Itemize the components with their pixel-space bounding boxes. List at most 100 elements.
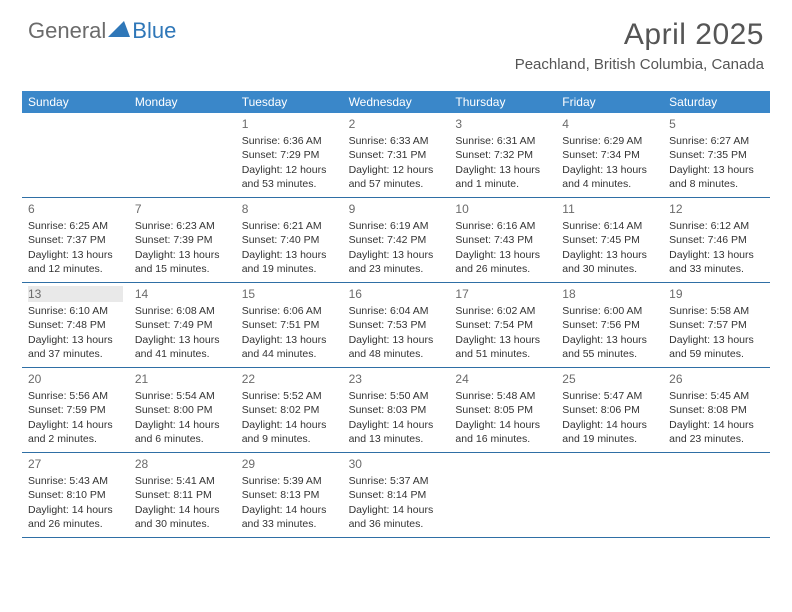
daylight-text: Daylight: 14 hours and 26 minutes. — [28, 503, 123, 531]
daylight-text: Daylight: 13 hours and 48 minutes. — [349, 333, 444, 361]
day-number: 11 — [562, 201, 657, 217]
day-cell: 15Sunrise: 6:06 AMSunset: 7:51 PMDayligh… — [236, 283, 343, 367]
sunset-text: Sunset: 8:10 PM — [28, 488, 123, 502]
daylight-text: Daylight: 13 hours and 44 minutes. — [242, 333, 337, 361]
day-cell — [556, 453, 663, 537]
logo-text-general: General — [28, 18, 106, 44]
day-number: 27 — [28, 456, 123, 472]
daylight-text: Daylight: 14 hours and 23 minutes. — [669, 418, 764, 446]
daylight-text: Daylight: 14 hours and 36 minutes. — [349, 503, 444, 531]
sunset-text: Sunset: 7:34 PM — [562, 148, 657, 162]
day-cell: 1 Sunrise: 6:36 AMSunset: 7:29 PMDaylight… — [236, 113, 343, 197]
day-number: 29 — [242, 456, 337, 472]
sunset-text: Sunset: 8:11 PM — [135, 488, 230, 502]
daylight-text: Daylight: 12 hours and 53 minutes. — [242, 163, 337, 191]
daylight-text: Daylight: 13 hours and 19 minutes. — [242, 248, 337, 276]
sunset-text: Sunset: 7:29 PM — [242, 148, 337, 162]
location-text: Peachland, British Columbia, Canada — [515, 56, 764, 73]
day-cell: 24Sunrise: 5:48 AMSunset: 8:05 PMDayligh… — [449, 368, 556, 452]
day-number: 3 — [455, 116, 550, 132]
daylight-text: Daylight: 13 hours and 33 minutes. — [669, 248, 764, 276]
day-number: 14 — [135, 286, 230, 302]
week-row: 1Sunrise: 6:36 AMSunset: 7:29 PMDaylight… — [22, 113, 770, 198]
sunrise-text: Sunrise: 5:50 AM — [349, 389, 444, 403]
day-number: 18 — [562, 286, 657, 302]
day-cell: 12Sunrise: 6:12 AMSunset: 7:46 PMDayligh… — [663, 198, 770, 282]
day-cell: 16Sunrise: 6:04 AMSunset: 7:53 PMDayligh… — [343, 283, 450, 367]
day-cell: 3Sunrise: 6:31 AMSunset: 7:32 PMDaylight… — [449, 113, 556, 197]
day-cell: 17Sunrise: 6:02 AMSunset: 7:54 PMDayligh… — [449, 283, 556, 367]
sunset-text: Sunset: 7:45 PM — [562, 233, 657, 247]
daylight-text: Daylight: 14 hours and 16 minutes. — [455, 418, 550, 446]
sunrise-text: Sunrise: 5:56 AM — [28, 389, 123, 403]
sunset-text: Sunset: 8:14 PM — [349, 488, 444, 502]
day-cell: 19Sunrise: 5:58 AMSunset: 7:57 PMDayligh… — [663, 283, 770, 367]
calendar: SundayMondayTuesdayWednesdayThursdayFrid… — [22, 91, 770, 538]
day-cell — [449, 453, 556, 537]
sunset-text: Sunset: 7:46 PM — [669, 233, 764, 247]
sunrise-text: Sunrise: 6:21 AM — [242, 219, 337, 233]
day-cell: 7Sunrise: 6:23 AMSunset: 7:39 PMDaylight… — [129, 198, 236, 282]
day-number: 20 — [28, 371, 123, 387]
weekday-header: Friday — [556, 91, 663, 113]
day-number: 23 — [349, 371, 444, 387]
day-cell: 5Sunrise: 6:27 AMSunset: 7:35 PMDaylight… — [663, 113, 770, 197]
daylight-text: Daylight: 13 hours and 1 minute. — [455, 163, 550, 191]
sunset-text: Sunset: 7:56 PM — [562, 318, 657, 332]
logo: General Blue — [28, 18, 176, 44]
daylight-text: Daylight: 13 hours and 30 minutes. — [562, 248, 657, 276]
logo-text-blue: Blue — [132, 18, 176, 44]
weekday-header: Wednesday — [343, 91, 450, 113]
daylight-text: Daylight: 14 hours and 6 minutes. — [135, 418, 230, 446]
daylight-text: Daylight: 14 hours and 30 minutes. — [135, 503, 230, 531]
sunrise-text: Sunrise: 6:33 AM — [349, 134, 444, 148]
daylight-text: Daylight: 13 hours and 55 minutes. — [562, 333, 657, 361]
week-row: 6Sunrise: 6:25 AMSunset: 7:37 PMDaylight… — [22, 198, 770, 283]
sunset-text: Sunset: 7:59 PM — [28, 403, 123, 417]
day-cell: 13Sunrise: 6:10 AMSunset: 7:48 PMDayligh… — [22, 283, 129, 367]
day-number: 7 — [135, 201, 230, 217]
day-cell: 27 Sunrise: 5:43 AMSunset: 8:10 PMDayligh… — [22, 453, 129, 537]
sunrise-text: Sunrise: 6:00 AM — [562, 304, 657, 318]
week-row: 20 Sunrise: 5:56 AMSunset: 7:59 PM Dayligh… — [22, 368, 770, 453]
daylight-text: Daylight: 14 hours and 33 minutes. — [242, 503, 337, 531]
day-cell — [22, 113, 129, 197]
day-cell: 25Sunrise: 5:47 AMSunset: 8:06 PMDayligh… — [556, 368, 663, 452]
sunset-text: Sunset: 7:57 PM — [669, 318, 764, 332]
sunset-text: Sunset: 7:39 PM — [135, 233, 230, 247]
sunset-text: Sunset: 8:06 PM — [562, 403, 657, 417]
day-number: 17 — [455, 286, 550, 302]
day-number: 13 — [28, 286, 123, 302]
sunrise-text: Sunrise: 5:43 AM — [28, 474, 123, 488]
daylight-text: Daylight: 12 hours and 57 minutes. — [349, 163, 444, 191]
sunset-text: Sunset: 7:54 PM — [455, 318, 550, 332]
day-cell: 14Sunrise: 6:08 AMSunset: 7:49 PMDayligh… — [129, 283, 236, 367]
header: General Blue April 2025 Peachland, Briti… — [0, 0, 792, 81]
day-number: 9 — [349, 201, 444, 217]
day-cell: 20Sunrise: 5:56 AMSunset: 7:59 PMDayligh… — [22, 368, 129, 452]
sunrise-text: Sunrise: 5:45 AM — [669, 389, 764, 403]
day-cell: 26Sunrise: 5:45 AMSunset: 8:08 PMDayligh… — [663, 368, 770, 452]
sunset-text: Sunset: 7:35 PM — [669, 148, 764, 162]
day-cell: 2Sunrise: 6:33 AMSunset: 7:31 PMDaylight… — [343, 113, 450, 197]
daylight-text: Daylight: 13 hours and 8 minutes. — [669, 163, 764, 191]
sunrise-text: Sunrise: 5:41 AM — [135, 474, 230, 488]
month-title: April 2025 — [515, 18, 764, 52]
daylight-text: Daylight: 14 hours and 19 minutes. — [562, 418, 657, 446]
day-number: 8 — [242, 201, 337, 217]
day-cell: 4Sunrise: 6:29 AMSunset: 7:34 PMDaylight… — [556, 113, 663, 197]
sunrise-text: Sunrise: 6:36 AM — [242, 134, 337, 148]
day-number: 12 — [669, 201, 764, 217]
daylight-text: Daylight: 14 hours and 13 minutes. — [349, 418, 444, 446]
day-cell: 10Sunrise: 6:16 AMSunset: 7:43 PMDayligh… — [449, 198, 556, 282]
sunrise-text: Sunrise: 5:48 AM — [455, 389, 550, 403]
weekday-header-row: SundayMondayTuesdayWednesdayThursdayFrid… — [22, 91, 770, 113]
sunset-text: Sunset: 8:02 PM — [242, 403, 337, 417]
daylight-text: Daylight: 13 hours and 37 minutes. — [28, 333, 123, 361]
sunset-text: Sunset: 7:53 PM — [349, 318, 444, 332]
day-cell: 11Sunrise: 6:14 AMSunset: 7:45 PMDayligh… — [556, 198, 663, 282]
sunset-text: Sunset: 7:43 PM — [455, 233, 550, 247]
day-number: 4 — [562, 116, 657, 132]
sunset-text: Sunset: 7:40 PM — [242, 233, 337, 247]
day-number: 1 — [242, 116, 337, 132]
